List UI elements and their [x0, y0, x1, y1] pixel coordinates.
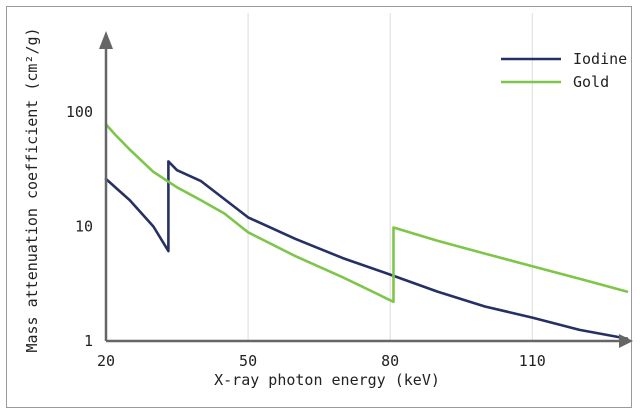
y-axis-arrow [99, 31, 113, 49]
axes [99, 31, 633, 348]
x-tick-label: 80 [381, 352, 399, 370]
y-tick-labels: 1 10 100 [66, 103, 93, 350]
x-tick-labels: 20 50 80 110 [97, 352, 546, 370]
x-axis-label: X-ray photon energy (keV) [214, 371, 440, 389]
legend-label-iodine: Iodine [573, 50, 627, 68]
x-tick-label: 110 [519, 352, 546, 370]
x-axis-arrow [619, 334, 633, 348]
y-axis-label: Mass attenuation coefficient (cm²/g) [23, 27, 41, 352]
series-lines [104, 123, 629, 340]
legend-label-gold: Gold [573, 73, 609, 91]
series-line-gold [104, 123, 629, 304]
chart-frame: 20 50 80 110 1 10 100 X-ray photon energy (ke… [6, 6, 633, 408]
y-tick-label: 10 [75, 218, 93, 236]
series-line-iodine [104, 160, 629, 340]
y-tick-label: 100 [66, 103, 93, 121]
gridlines [247, 13, 533, 341]
x-tick-label: 50 [239, 352, 257, 370]
x-tick-label: 20 [97, 352, 115, 370]
y-tick-label: 1 [84, 332, 93, 350]
legend: Iodine Gold [501, 50, 627, 91]
